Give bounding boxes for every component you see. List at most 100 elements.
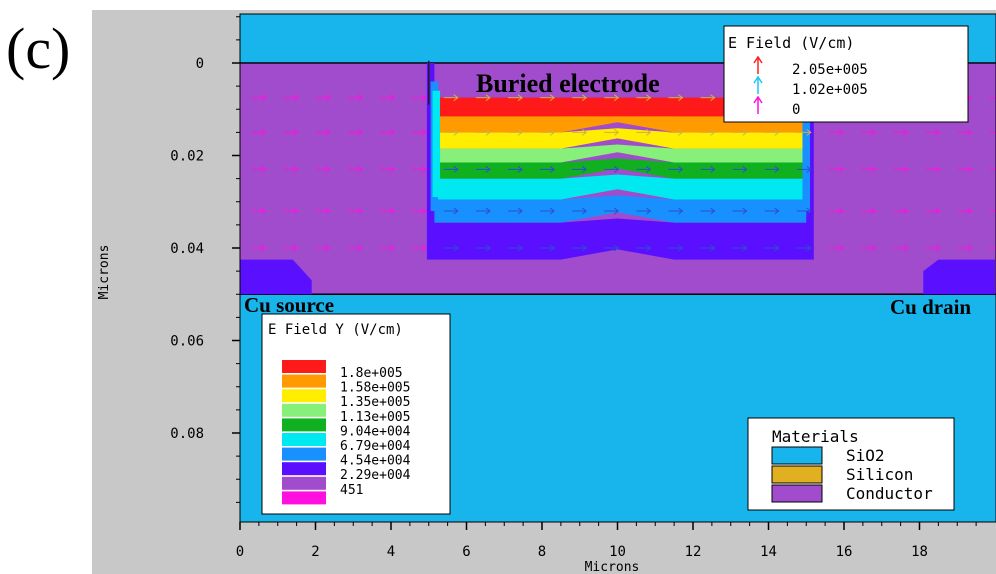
vector-legend-box [723, 25, 969, 123]
vector-arrowhead [678, 207, 684, 215]
contour-band-1 [428, 195, 811, 223]
vector-legend-label: 2.05e+005 [792, 62, 868, 78]
vector-arrowhead [678, 165, 684, 173]
efield-y-label: 451 [340, 483, 363, 498]
material-swatch [771, 484, 823, 503]
vector-arrowhead [678, 128, 684, 136]
vector-arrowhead [293, 94, 299, 102]
x-tick-label: 12 [685, 544, 702, 560]
vector-arrowhead [742, 165, 748, 173]
vector-arrowhead [261, 207, 267, 215]
vector-arrowhead [710, 94, 716, 102]
vector-arrowhead [966, 94, 973, 102]
vector-arrowhead [517, 128, 523, 136]
vector-arrowhead [646, 244, 652, 252]
vector-arrowhead [485, 94, 491, 102]
contour-band-2 [428, 174, 811, 200]
x-axis-title: Microns [585, 560, 640, 574]
vector-arrowhead [646, 207, 652, 215]
vector-legend-arrowhead [753, 95, 763, 104]
efield-y-swatch [282, 462, 326, 476]
vector-arrowhead [710, 165, 716, 173]
vector-arrowhead [710, 128, 716, 136]
efield-y-swatch [282, 476, 326, 490]
vector-arrowhead [774, 128, 780, 136]
vector-arrowhead [485, 165, 491, 173]
vector-arrowhead [806, 244, 812, 252]
contour-band-6 [428, 112, 811, 133]
vector-arrowhead [870, 128, 876, 136]
vector-arrowhead [293, 207, 299, 215]
vector-arrowhead [389, 244, 395, 252]
vector-arrowhead [902, 207, 908, 215]
vector-arrowhead [581, 128, 588, 136]
vector-arrowhead [453, 165, 459, 173]
vector-arrowhead [357, 128, 363, 136]
y-tick-label: 0.02 [170, 149, 204, 165]
drain-lobe [923, 259, 995, 295]
vector-arrowhead [389, 128, 395, 136]
vector-arrowhead [453, 128, 459, 136]
efield-y-label: 1.8e+005 [340, 366, 403, 381]
vector-arrowhead [613, 165, 620, 173]
efield-y-label: 1.58e+005 [340, 381, 410, 396]
vector-arrowhead [261, 128, 267, 136]
vector-arrowhead [357, 165, 363, 173]
efield-y-swatch [282, 447, 326, 461]
vector-arrowhead [421, 244, 427, 252]
vector-arrowhead [261, 244, 267, 252]
contour-band-4 [428, 144, 811, 163]
x-tick-label: 10 [609, 544, 626, 560]
vector-arrowhead [966, 207, 973, 215]
vector-arrowhead [774, 244, 780, 252]
vector-arrowhead [966, 165, 973, 173]
vector-arrowhead [710, 244, 716, 252]
vector-arrowhead [646, 165, 652, 173]
vector-arrowhead [357, 94, 363, 102]
efield-y-swatch [282, 360, 326, 373]
cu-source-label: Cu source [244, 293, 334, 317]
vector-arrowhead [485, 207, 491, 215]
vector-legend-title: E Field (V/cm) [728, 34, 854, 52]
vector-arrowhead [453, 94, 459, 102]
vector-arrowhead [293, 165, 299, 173]
x-tick-label: 4 [387, 544, 395, 560]
material-swatch [771, 446, 823, 465]
contour-band-0 [428, 218, 811, 260]
efield-y-label: 9.04e+004 [340, 424, 411, 439]
vector-arrowhead [774, 207, 780, 215]
vector-arrowhead [613, 94, 620, 102]
vector-arrowhead [421, 165, 427, 173]
vector-arrowhead [678, 244, 684, 252]
x-tick-label: 8 [538, 544, 546, 560]
vector-arrowhead [870, 244, 876, 252]
x-tick-label: 0 [236, 544, 244, 560]
contour-wall-3 [806, 63, 814, 260]
vector-legend-label: 0 [792, 102, 800, 118]
vector-arrowhead [293, 244, 299, 252]
vector-arrowhead [389, 94, 395, 102]
source-lobe [240, 259, 312, 295]
efield-y-swatch [282, 433, 326, 446]
vector-arrowhead [485, 128, 491, 136]
vector-arrowhead [357, 207, 363, 215]
vector-arrowhead [934, 207, 940, 215]
vector-arrowhead [966, 128, 973, 136]
y-tick-label: 0.04 [170, 241, 204, 257]
vector-arrowhead [966, 244, 973, 252]
vector-arrowhead [581, 94, 588, 102]
efield-y-swatch [282, 374, 326, 388]
vector-arrowhead [389, 165, 395, 173]
vector-arrowhead [646, 94, 652, 102]
vector-arrowhead [549, 165, 555, 173]
vector-arrowhead [549, 244, 555, 252]
x-tick-label: 18 [911, 544, 928, 560]
vector-arrowhead [870, 165, 876, 173]
vector-arrowhead [293, 128, 299, 136]
vector-arrowhead [421, 94, 427, 102]
vector-arrowhead [581, 207, 588, 215]
vector-arrowhead [549, 207, 555, 215]
efield-y-label: 1.13e+005 [340, 410, 410, 425]
efield-y-label: 6.79e+004 [340, 439, 411, 454]
vector-arrowhead [549, 94, 555, 102]
